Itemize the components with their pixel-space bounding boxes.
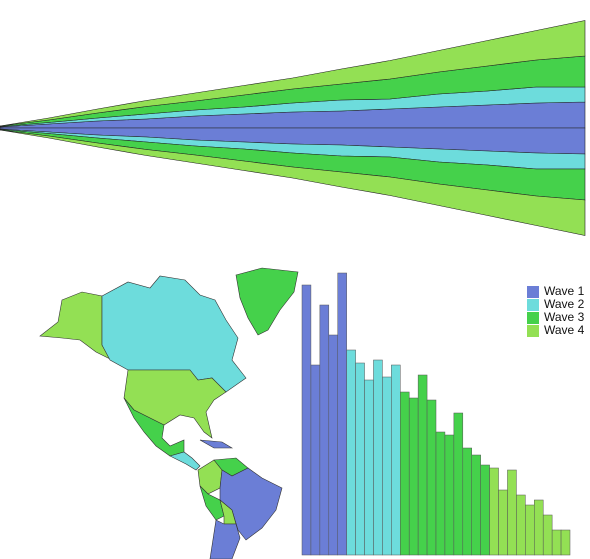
bar (417, 374, 428, 556)
bar (435, 431, 446, 556)
legend-swatch (527, 286, 539, 298)
bar (560, 529, 571, 556)
central-america (169, 451, 201, 471)
bar (480, 464, 490, 556)
bar (444, 434, 455, 556)
stream-layer (0, 129, 586, 236)
bar (400, 391, 410, 556)
bar (462, 447, 472, 556)
legend-label: Wave 1 (544, 284, 585, 298)
greenland (235, 267, 299, 336)
usa (123, 369, 227, 439)
chile-argentina (209, 519, 241, 559)
bar (542, 514, 553, 556)
bar (498, 489, 508, 556)
bar (319, 304, 330, 556)
bar (310, 364, 321, 556)
bar (551, 529, 562, 556)
bar (534, 499, 544, 556)
legend-label: Wave 3 (544, 310, 585, 324)
bar (453, 412, 464, 556)
map (39, 267, 299, 559)
bar (489, 467, 499, 556)
mexico (123, 397, 185, 457)
caribbean (199, 439, 234, 449)
bar (391, 364, 401, 556)
bar (355, 362, 365, 556)
bar (328, 334, 338, 556)
legend-swatch (527, 325, 539, 337)
bar (525, 504, 535, 556)
bar (382, 376, 392, 556)
legend-swatch (527, 299, 539, 311)
bar (373, 359, 383, 556)
bar (364, 379, 374, 556)
stream-layer (0, 20, 586, 127)
bar (337, 272, 347, 556)
bar (516, 494, 526, 556)
bar (346, 349, 356, 556)
bar (426, 399, 437, 556)
alaska (39, 291, 113, 361)
bar (507, 469, 517, 556)
bar (471, 454, 481, 556)
legend-swatch (527, 312, 539, 324)
legend-label: Wave 4 (544, 323, 585, 337)
bar (408, 397, 419, 556)
legend-label: Wave 2 (544, 297, 585, 311)
bar (301, 284, 312, 556)
